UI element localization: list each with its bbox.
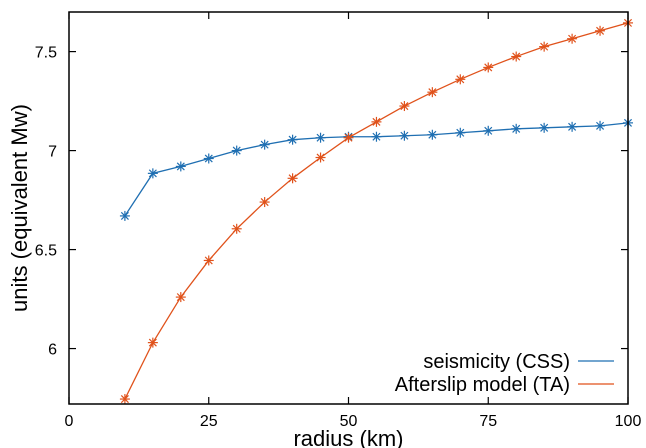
series-line-1 <box>124 22 629 400</box>
data-point-1-6 <box>287 173 298 184</box>
data-point-0-12 <box>455 127 466 138</box>
legend-label-afterslip: Afterslip model (TA) <box>395 374 570 396</box>
legend: seismicity (CSS) Afterslip model (TA) <box>395 351 614 396</box>
data-point-1-13 <box>483 62 494 73</box>
x-tick-label: 0 <box>65 413 74 430</box>
y-tick-label: 7.5 <box>35 45 57 62</box>
data-point-0-13 <box>483 125 494 136</box>
data-point-0-4 <box>231 145 242 156</box>
x-tick-label: 25 <box>200 413 218 430</box>
data-point-1-3 <box>203 255 214 266</box>
x-tick-label: 100 <box>615 413 642 430</box>
plot-marks <box>119 17 633 405</box>
data-point-1-1 <box>147 337 158 348</box>
x-tick-label: 75 <box>479 413 497 430</box>
data-point-1-5 <box>259 197 270 208</box>
data-point-1-7 <box>315 152 326 163</box>
data-point-1-12 <box>455 74 466 85</box>
data-point-0-5 <box>259 139 270 150</box>
data-point-0-10 <box>399 130 410 141</box>
data-point-0-15 <box>539 122 550 133</box>
x-tick-label: 50 <box>340 413 358 430</box>
data-point-1-9 <box>371 116 382 127</box>
data-point-0-9 <box>371 131 382 142</box>
y-tick-label: 6 <box>48 342 57 359</box>
data-point-0-3 <box>203 153 214 164</box>
legend-label-seismicity: seismicity (CSS) <box>423 351 570 373</box>
data-point-1-14 <box>511 51 522 62</box>
data-point-0-16 <box>567 121 578 132</box>
data-point-0-17 <box>595 120 606 131</box>
data-point-0-14 <box>511 123 522 134</box>
data-point-0-1 <box>147 168 158 179</box>
y-tick-label: 7 <box>48 144 57 161</box>
x-axis-ticks: 0 25 50 75 100 <box>65 12 642 430</box>
y-tick-label: 6.5 <box>35 243 57 260</box>
data-point-0-6 <box>287 134 298 145</box>
data-point-1-11 <box>427 87 438 98</box>
data-point-1-10 <box>399 101 410 112</box>
data-point-1-17 <box>595 25 606 36</box>
data-point-0-2 <box>175 161 186 172</box>
x-axis-label: radius (km) <box>293 426 403 448</box>
data-point-1-0 <box>119 394 130 405</box>
data-point-1-8 <box>343 132 354 143</box>
y-axis-ticks: 6 6.5 7 7.5 <box>35 45 628 359</box>
data-point-0-0 <box>119 210 130 221</box>
data-point-1-15 <box>539 41 550 52</box>
data-point-0-7 <box>315 132 326 143</box>
y-axis-label: units (equivalent Mw) <box>7 104 32 312</box>
data-point-1-2 <box>175 292 186 303</box>
data-point-0-11 <box>427 129 438 140</box>
data-point-1-16 <box>567 33 578 44</box>
data-point-1-4 <box>231 223 242 234</box>
